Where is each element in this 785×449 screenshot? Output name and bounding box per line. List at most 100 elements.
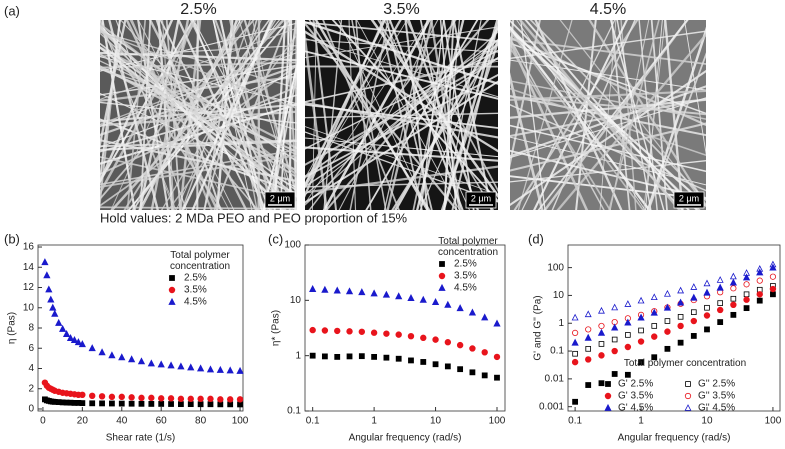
data-point [177,395,185,403]
data-point [138,394,145,402]
caption: Hold values: 2 MDa PEO and PEO proportio… [100,210,408,225]
data-point [118,400,125,407]
legend-label: 2.5% [184,273,207,284]
scale-bar-box [465,191,497,209]
legend-label: 4.5% [184,297,207,308]
data-point [481,372,488,379]
data-point [611,323,619,331]
fiber [443,20,482,210]
data-point [664,345,671,352]
fiber [100,94,297,153]
data-point [395,292,403,300]
data-point [358,353,365,360]
data-point [321,327,329,334]
data-point [770,291,776,298]
data-point [197,401,204,408]
legend-marker [168,286,176,294]
data-point [62,329,71,337]
fiber [305,43,498,178]
fiber [150,20,190,210]
fiber [100,51,297,128]
y-tick-label: 100 [284,240,301,251]
data-point [108,393,116,401]
fiber [664,20,684,210]
fiber [305,38,498,177]
data-point [572,329,579,336]
x-tick-label: 0.1 [306,416,320,427]
data-point [677,322,684,330]
data-point [584,333,592,341]
data-point [345,287,354,295]
fiber [510,149,706,199]
data-point [70,336,79,344]
x-axis-label: Angular frequency (rad/s) [349,433,462,444]
data-point [346,353,353,360]
fiber [451,20,498,210]
data-point [408,357,414,364]
fibers [510,20,706,210]
data-point [321,285,329,293]
data-point [309,352,316,359]
data-point [769,260,777,268]
data-point [407,332,415,340]
fiber [510,97,706,159]
data-point [333,286,341,294]
data-point [572,350,578,357]
data-point [597,328,606,336]
fiber [100,48,297,126]
data-point [89,400,96,407]
data-point [743,305,750,312]
x-axis-label: Shear rate (1/s) [106,433,175,444]
data-point [598,341,605,347]
data-point [756,291,763,298]
data-point [187,395,194,403]
data-point [55,318,63,326]
fiber [534,20,623,210]
legend-label: G'' 2.5% [698,379,735,390]
legend-marker [438,283,446,291]
data-point [690,317,698,325]
data-point [157,360,165,368]
data-point [167,395,175,402]
x-tick-label: 10 [430,416,442,427]
data-point [138,400,145,407]
fiber [647,52,706,210]
data-point [493,353,501,361]
data-point [585,346,592,352]
data-point [651,333,658,340]
fiber [262,61,297,210]
data-point [585,356,592,363]
data-point [676,298,685,306]
y-tick-label: 4 [28,363,34,374]
data-point [395,331,402,338]
fiber [529,20,706,202]
fiber [305,21,498,85]
fibers [305,20,498,210]
fiber [338,20,429,210]
fiber [134,20,193,210]
data-point [148,394,155,402]
data-point [168,401,174,407]
fiber [650,20,668,210]
sem-image: 2 μm [100,20,297,210]
data-point [730,285,737,292]
data-point [309,284,317,292]
fiber [405,20,498,193]
x-tick-label: 1 [638,416,644,427]
fiber [608,20,660,210]
fiber [311,20,317,210]
fiber [139,20,152,210]
fiber [100,22,297,177]
data-point [128,400,135,407]
fiber [556,32,706,210]
data-point [756,265,764,272]
data-point [598,306,605,314]
data-point [638,359,644,366]
data-point [346,328,353,335]
fiber [305,57,498,188]
data-point [638,327,644,334]
legend-label: 3.5% [454,271,477,282]
y-tick-label: 100 [547,262,564,273]
data-point [79,391,86,399]
